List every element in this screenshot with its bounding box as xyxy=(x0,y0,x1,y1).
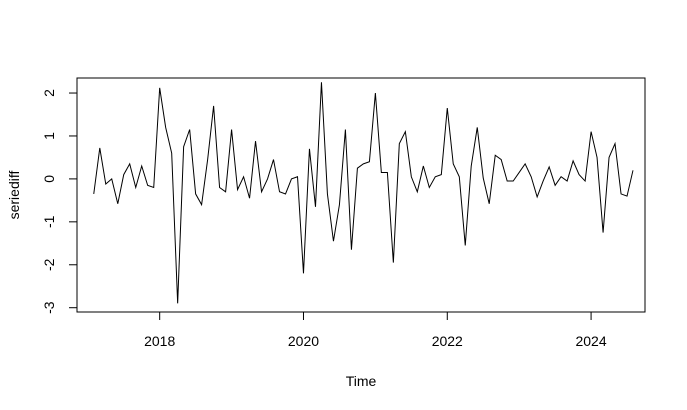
y-tick-label: -2 xyxy=(41,258,57,271)
y-axis: -3 -2 -1 0 1 2 xyxy=(41,89,78,314)
series-layer xyxy=(93,82,634,304)
x-tick-label: 2018 xyxy=(144,333,175,349)
y-tick-label: 2 xyxy=(41,89,57,97)
y-axis-label: seriediff xyxy=(6,171,22,220)
y-tick-label: 0 xyxy=(41,175,57,183)
x-tick-label: 2020 xyxy=(288,333,319,349)
series-line xyxy=(93,82,634,304)
x-tick-label: 2022 xyxy=(432,333,463,349)
x-axis-label: Time xyxy=(346,373,377,389)
plot-box xyxy=(76,77,646,313)
x-axis: 2018 2020 2022 2024 xyxy=(144,311,607,349)
y-tick-label: -1 xyxy=(41,215,57,228)
y-tick-label: -3 xyxy=(41,301,57,314)
x-tick-label: 2024 xyxy=(575,333,606,349)
y-tick-label: 1 xyxy=(41,132,57,140)
